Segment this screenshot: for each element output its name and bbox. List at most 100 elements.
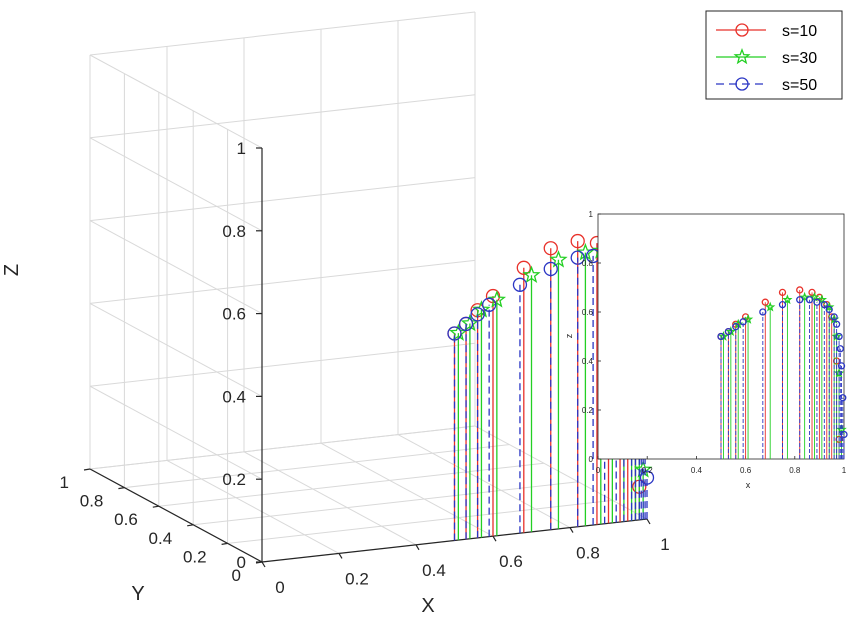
stem-marker [481, 297, 497, 312]
inset-stem-marker [796, 286, 804, 294]
inset-stems [717, 286, 848, 459]
stem-marker [543, 261, 558, 277]
z-tick-label: 0.2 [222, 470, 246, 489]
x-tick-label: 0.4 [422, 561, 446, 580]
legend-label: s=30 [782, 50, 817, 67]
stem-marker [472, 300, 491, 318]
legend-marker [735, 23, 749, 37]
inset-stem-marker [837, 362, 846, 370]
z-tick-label: 0.8 [222, 222, 246, 241]
inset-stem-marker [778, 300, 787, 309]
grid-line [89, 11, 476, 56]
stem-marker [549, 250, 568, 268]
y-tick-label: 1 [60, 473, 69, 492]
grid-line [474, 425, 648, 520]
y-tick-label: 0.2 [183, 547, 207, 566]
inset-x-tick-label: 0.6 [740, 466, 752, 475]
inset-stem-marker [825, 305, 833, 314]
inset-y-tick-label: 0.4 [582, 357, 594, 366]
x-tick-mark [338, 553, 343, 559]
legend-entry-s=10: s=10 [716, 23, 817, 40]
z-axis-label: Z [1, 264, 23, 276]
inset-stem-marker [813, 298, 821, 306]
z-tick-label: 0 [237, 553, 246, 572]
inset-stem-marker [782, 294, 793, 305]
x-tick-label: 0 [275, 578, 284, 597]
inset-stem-marker [839, 394, 847, 402]
y-tick-label: 0 [232, 566, 241, 585]
grid-line [320, 442, 494, 537]
stem-marker [470, 307, 485, 322]
legend: s=10 s=30 s=50 [705, 10, 843, 100]
axes-panes [90, 12, 647, 562]
x-tick-mark [646, 518, 651, 525]
z-tick-label: 0.4 [222, 387, 246, 406]
inset-stem-marker [809, 291, 820, 302]
inset-stem-marker [799, 291, 810, 302]
inset-stem-marker [796, 296, 804, 304]
legend-entry-s=50: s=50 [716, 77, 817, 94]
inset-stem-marker [724, 327, 733, 336]
y-axis-line [89, 468, 263, 563]
tick-labels-3d: 0 0.2 0.4 0.6 0.8 1 0 0.2 0.4 0.6 0.8 1 0 0.2 0.4 0.6 0.… [60, 139, 670, 597]
grid-line [89, 137, 263, 232]
grid-line [89, 54, 263, 149]
grid-line [397, 434, 571, 529]
inset-stem-marker [832, 320, 841, 328]
x-tick-label: 0.6 [499, 552, 523, 571]
y-tick-label: 0.6 [114, 510, 138, 529]
y-tick-mark [152, 505, 159, 508]
x-tick-label: 1 [660, 535, 669, 554]
axes-3d [83, 147, 651, 568]
stem-marker [512, 277, 528, 292]
inset-stem-marker [717, 332, 725, 341]
y-tick-mark [83, 468, 91, 471]
inset-series-s=50 [717, 296, 848, 459]
x-tick-label: 0.2 [345, 569, 369, 588]
inset-stem-marker [836, 345, 844, 353]
inset-y-tick-label: 1 [589, 210, 594, 219]
grid-line [89, 425, 476, 470]
grid-line [89, 177, 476, 222]
y-tick-label: 0.8 [80, 492, 104, 511]
inset-y-tick-label: 0 [589, 455, 594, 464]
legend-marker [733, 47, 751, 65]
inset-stem-marker [765, 301, 776, 312]
legend-entry-s=30: s=30 [716, 47, 817, 67]
grid-line [158, 462, 544, 507]
x-tick-label: 0.8 [576, 544, 600, 563]
x-tick-mark [415, 544, 420, 551]
inset-chart: 0 0.2 0.4 0.6 0.8 1 0 0.2 0.4 0.6 0.8 1 x z [564, 210, 848, 490]
inset-x-tick-label: 0 [596, 466, 601, 475]
inset-stem-marker [808, 288, 816, 297]
legend-box [705, 10, 843, 100]
inset-tick-labels: 0 0.2 0.4 0.6 0.8 1 0 0.2 0.4 0.6 0.8 1 [582, 210, 847, 475]
grid-line [243, 451, 417, 546]
inset-x-tick-label: 0.2 [642, 466, 654, 475]
stem-marker [522, 265, 541, 283]
inset-stem-marker [742, 313, 754, 324]
inset-stem-marker [830, 313, 838, 321]
inset-x-tick-label: 1 [842, 466, 847, 475]
grid-line [227, 499, 613, 544]
z-tick-label: 0.6 [222, 305, 246, 324]
inset-stem-marker [739, 318, 747, 326]
legend-label: s=10 [782, 23, 817, 40]
y-tick-mark [221, 542, 228, 545]
grid-line [89, 259, 476, 304]
stem-marker [570, 250, 585, 265]
inset-y-tick-label: 0.6 [582, 308, 594, 317]
grid-line [89, 342, 476, 387]
stem-marker [570, 233, 585, 249]
x-tick-mark [261, 561, 266, 568]
inset-stem-marker [840, 430, 848, 439]
legend-marker [735, 77, 749, 91]
y-tick-label: 0.4 [149, 529, 173, 548]
stem-marker [516, 260, 531, 275]
inset-stem-marker [805, 296, 814, 304]
inset-stem-marker [835, 332, 843, 341]
inset-y-tick-label: 0.8 [582, 259, 594, 268]
x-axis-label: X [421, 595, 434, 617]
grid-line [193, 481, 579, 526]
inset-x-tick-label: 0.4 [691, 466, 703, 475]
